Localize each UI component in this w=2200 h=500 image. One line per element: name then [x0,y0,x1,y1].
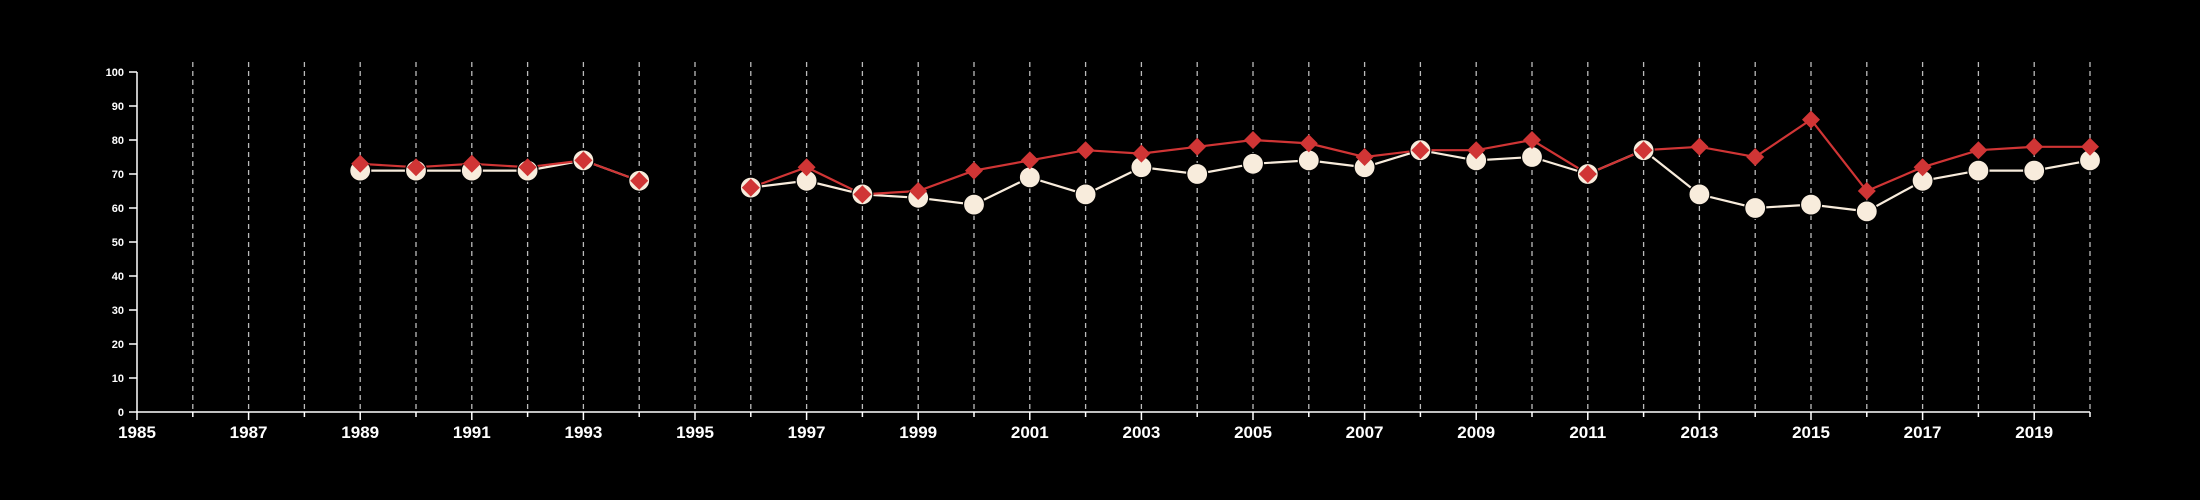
y-tick-label: 80 [112,135,124,147]
series-0-point [797,158,816,177]
series-0-point [909,182,928,200]
series-0-point [1020,151,1039,170]
series-0-point [1746,148,1765,166]
series-0-point [1523,131,1541,149]
x-tick-label: 2015 [1792,423,1830,442]
y-tick-label: 20 [112,339,124,351]
series-0-point [574,151,593,170]
x-tick-label: 2001 [1011,423,1049,442]
y-tick-label: 50 [112,237,124,249]
x-tick-label: 2003 [1122,423,1160,442]
x-tick-label: 1985 [118,423,156,442]
series-1-point [1744,196,1767,220]
series-1-point [962,193,986,216]
series-1-point [1799,193,1823,216]
y-tick-label: 60 [112,203,124,215]
x-tick-label: 2005 [1234,423,1272,442]
series-1-point [1241,152,1265,175]
series-0-point [1244,131,1262,149]
x-tick-label: 2007 [1346,423,1384,442]
x-tick-label: 1997 [788,423,826,442]
series-0-point [1578,165,1597,183]
vertical-gridlines [192,62,2091,412]
series-0-point [1076,141,1095,160]
series-1-point [1520,145,1544,169]
series-1-point [1074,183,1097,206]
x-tick-label: 2013 [1680,423,1718,442]
series-0-point [1467,141,1486,160]
x-axis: 1985 1987 1989 1991 1993 1995 1997 1999 2001 2003… [118,411,2091,442]
series-0-point [407,158,425,177]
series-0-point [1857,182,1876,200]
y-tick-label: 30 [112,305,124,317]
x-tick-label: 2011 [1569,423,1606,442]
series-1-point [1186,162,1209,186]
y-tick-label: 40 [112,271,124,283]
series-1-point [1688,183,1711,206]
x-tick-label: 1989 [341,423,379,442]
x-tick-label: 2017 [1904,423,1942,442]
x-tick-label: 2019 [2015,423,2053,442]
series-0-point [1634,141,1653,160]
series-1-point [1855,200,1878,223]
series-1-point [1018,166,1041,189]
y-tick-label: 100 [106,67,124,79]
y-tick-label: 90 [112,101,124,113]
series-0-point [518,158,537,177]
series-0-point [1188,137,1207,156]
series-0-point [1969,141,1988,160]
series-0-point [1802,110,1820,129]
x-tick-label: 1987 [230,423,268,442]
series-0-point [1690,137,1709,156]
series-0-point [1411,141,1430,160]
y-tick-label: 0 [118,407,124,419]
series-0-point [1299,134,1318,153]
series-0-point [462,154,481,173]
series-0-point [965,161,983,180]
series-0-point [1355,148,1374,166]
series-1-point [1967,159,1990,182]
x-tick-label: 1999 [899,423,937,442]
x-tick-label: 2009 [1457,423,1495,442]
series-0-point [853,185,872,204]
series-0-point [351,154,370,173]
series-0-point [1913,158,1932,177]
series-0-point [630,171,649,190]
series-1-point [1297,149,1320,172]
series-1-point [2023,159,2046,182]
series-0-point [2081,137,2099,156]
x-tick-label: 1991 [453,423,491,442]
y-axis: 0 10 20 30 40 50 60 70 80 90 100 [106,67,138,419]
y-tick-label: 10 [112,373,124,385]
y-tick-label: 70 [112,169,124,181]
x-tick-label: 1995 [676,423,714,442]
x-tick-label: 1993 [564,423,602,442]
series-markers [349,110,2102,223]
series-0-point [741,178,760,197]
series-0-point [2025,137,2044,156]
series-0-point [1132,144,1151,163]
